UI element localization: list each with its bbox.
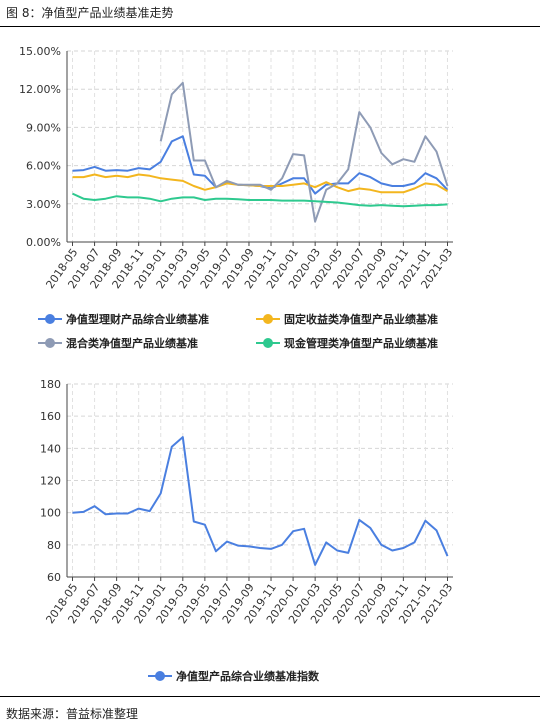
y-tick-label: 160 xyxy=(40,410,61,423)
y-tick-label: 0.00% xyxy=(26,236,61,249)
y-tick-label: 120 xyxy=(40,475,61,488)
y-tick-label: 3.00% xyxy=(26,198,61,211)
legend-label: 现金管理类净值型产品业绩基准 xyxy=(284,336,438,350)
y-tick-label: 60 xyxy=(47,571,61,584)
y-tick-label: 9.00% xyxy=(26,121,61,134)
legend-label: 净值型理财产品综合业绩基准 xyxy=(66,312,209,326)
series-line-4 xyxy=(72,192,448,208)
y-tick-label: 6.00% xyxy=(26,160,61,173)
legend-item-2: 固定收益类净值型产品业绩基准 xyxy=(256,312,438,326)
series-line-3 xyxy=(159,81,449,223)
chart-2: 60801001201401601802018-052018-072018-09… xyxy=(40,378,455,683)
source-note: 数据来源：普益标准整理 xyxy=(6,707,139,721)
y-tick-label: 12.00% xyxy=(19,83,61,96)
series-line-1 xyxy=(72,436,449,566)
legend-item-4: 现金管理类净值型产品业绩基准 xyxy=(256,336,438,350)
legend-marker xyxy=(45,314,55,324)
legend-marker xyxy=(45,338,55,348)
y-tick-label: 100 xyxy=(40,507,61,520)
y-tick-label: 80 xyxy=(47,539,61,552)
legend-item-1: 净值型理财产品综合业绩基准 xyxy=(38,312,209,326)
y-tick-label: 15.00% xyxy=(19,45,61,58)
figure-title: 图 8：净值型产品业绩基准走势 xyxy=(6,6,174,20)
legend-label: 净值型产品综合业绩基准指数 xyxy=(176,669,320,683)
chart-1: 0.00%3.00%6.00%9.00%12.00%15.00%2018-052… xyxy=(19,45,455,350)
y-tick-label: 140 xyxy=(40,442,61,455)
legend-item-1: 净值型产品综合业绩基准指数 xyxy=(148,669,320,683)
top-rule xyxy=(0,26,540,27)
legend-label: 混合类净值型产品业绩基准 xyxy=(66,336,198,350)
legend-item-3: 混合类净值型产品业绩基准 xyxy=(38,336,198,350)
legend-marker xyxy=(263,338,273,348)
series-line-2 xyxy=(72,173,449,194)
bottom-rule xyxy=(0,696,540,697)
legend-label: 固定收益类净值型产品业绩基准 xyxy=(284,312,438,326)
y-tick-label: 180 xyxy=(40,378,61,391)
legend-marker xyxy=(155,671,165,681)
legend-marker xyxy=(263,314,273,324)
